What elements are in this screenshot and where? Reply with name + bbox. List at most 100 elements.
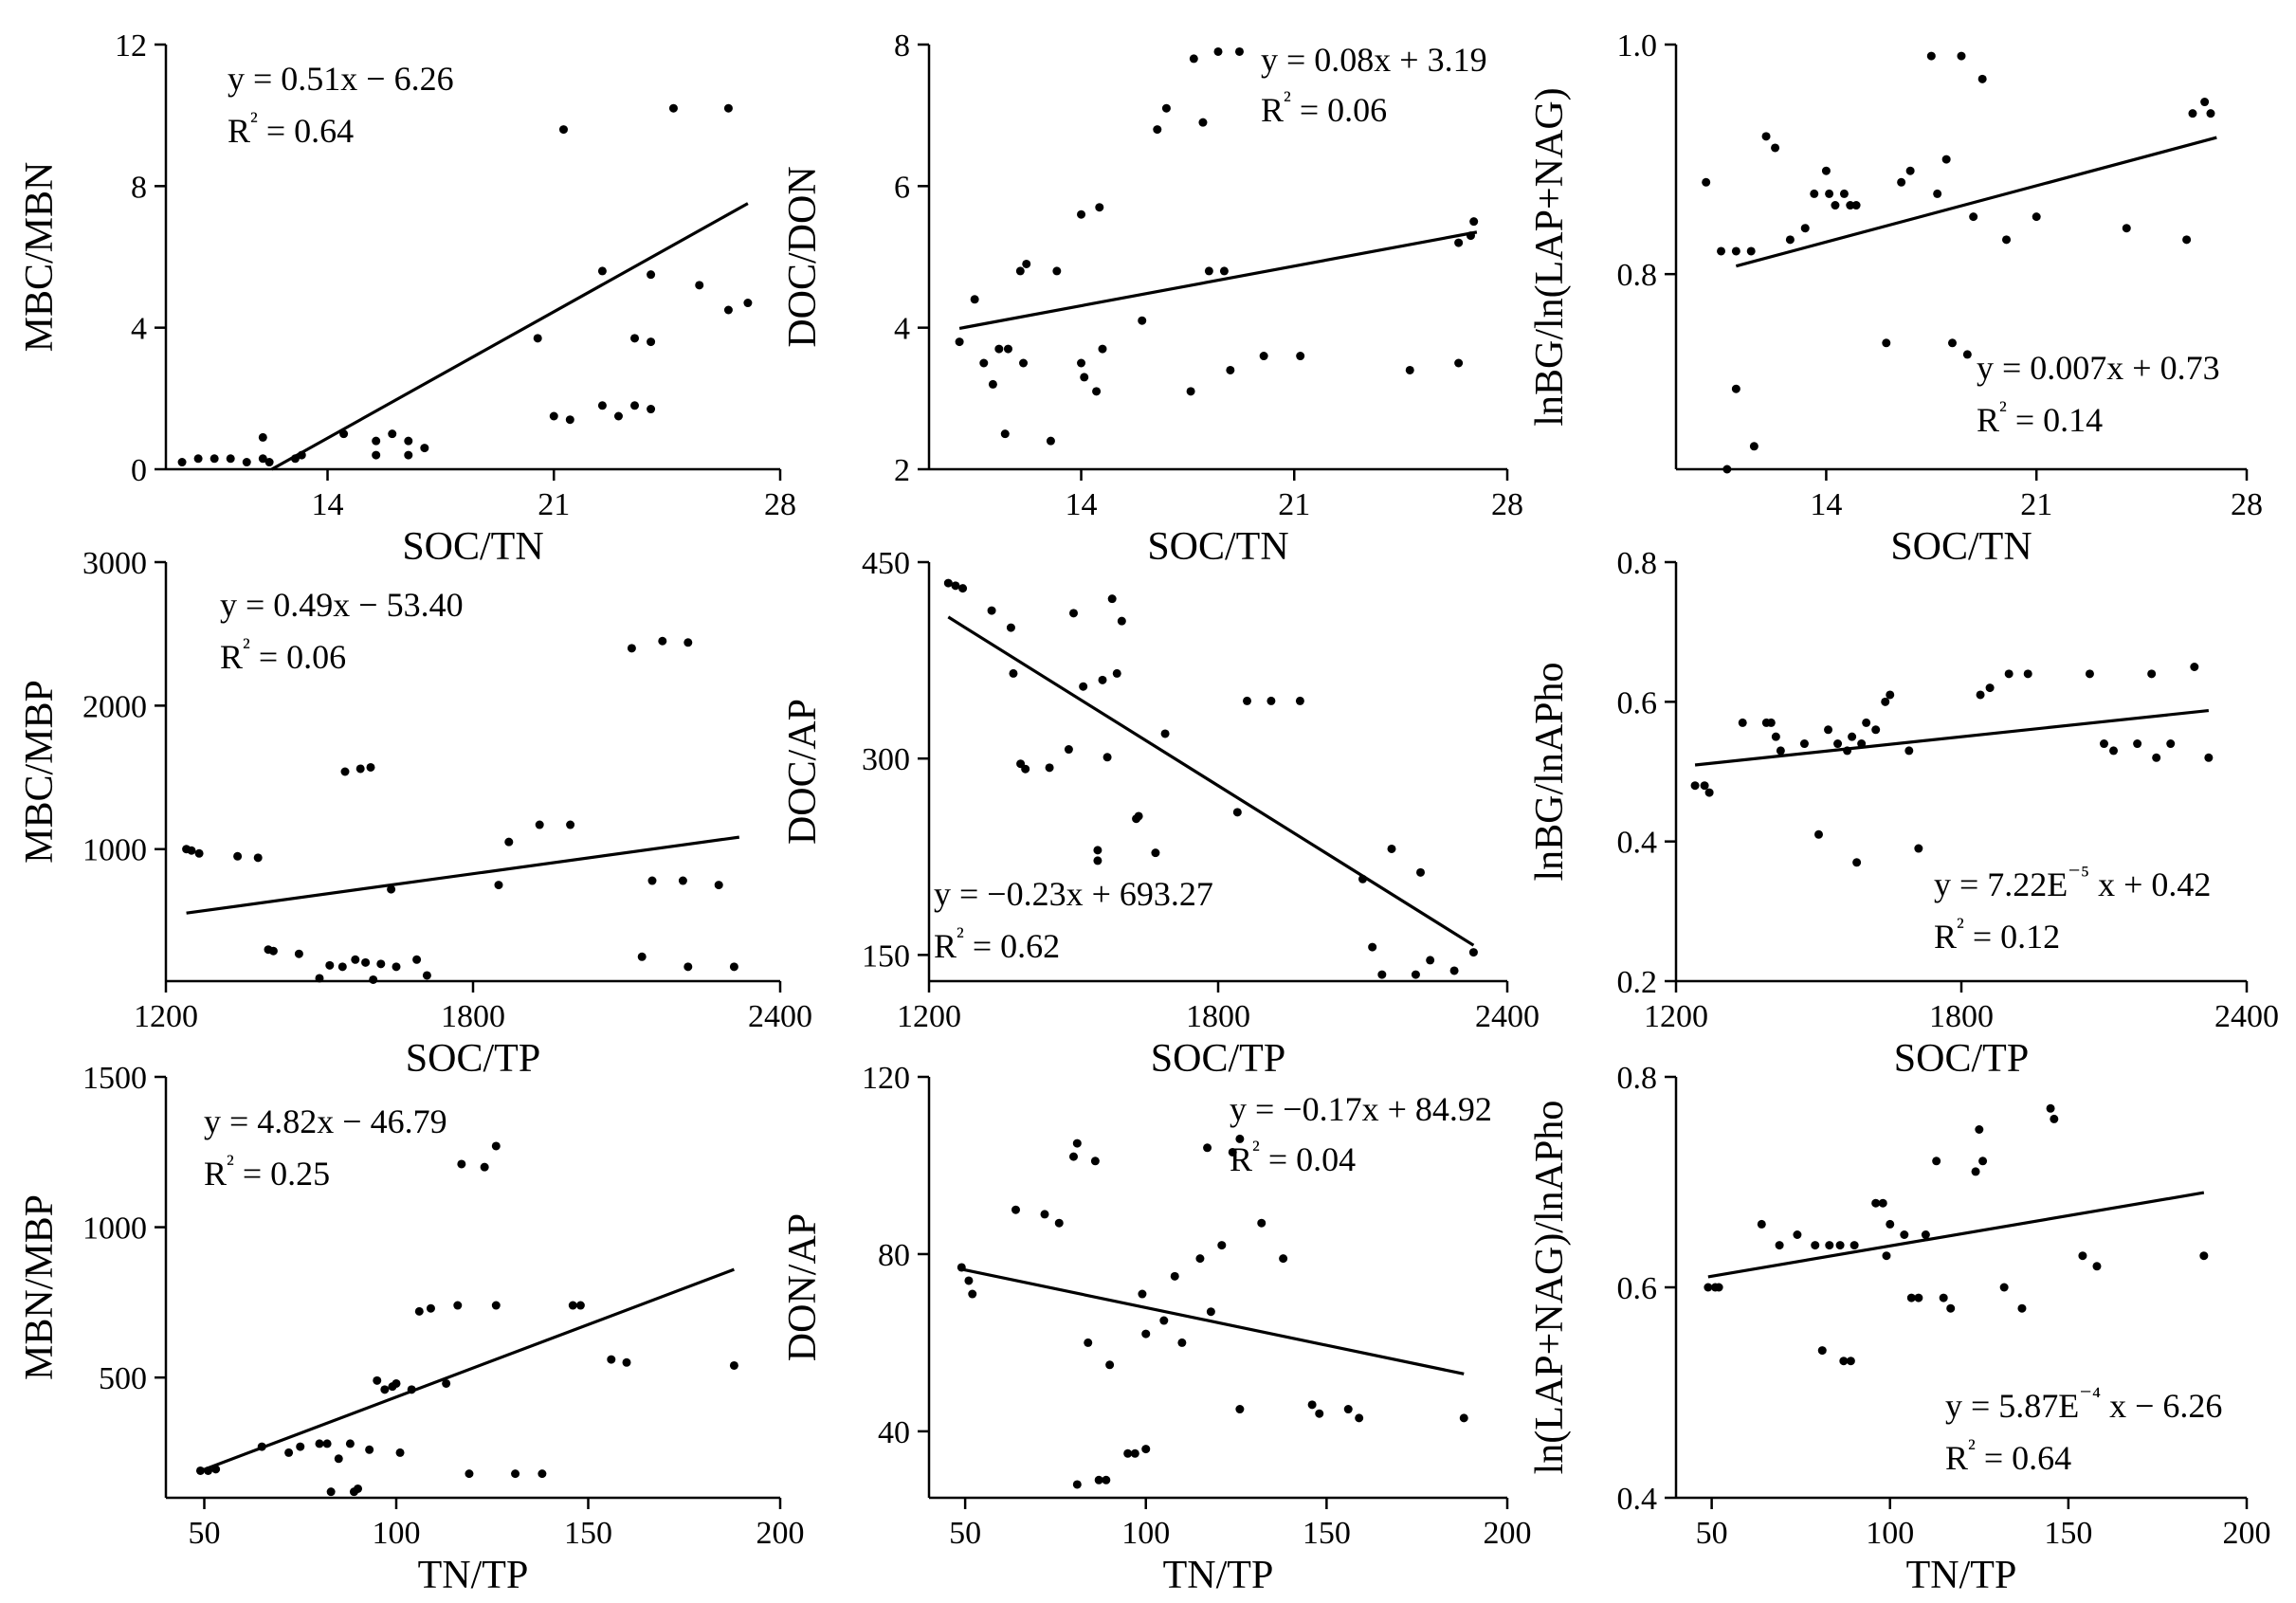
- data-point: [2133, 739, 2142, 749]
- data-point: [1235, 1405, 1245, 1414]
- data-point: [1315, 1409, 1324, 1418]
- data-point: [2188, 109, 2197, 118]
- data-point: [233, 851, 243, 861]
- data-point: [1094, 1475, 1103, 1485]
- data-point: [1852, 858, 1862, 867]
- data-point: [1904, 746, 1914, 756]
- x-tick-label: 50: [1696, 1516, 1728, 1551]
- panel-h: 50 100 150 200 40 80 120 TN/TP DON/AP y = −0.17x …: [781, 1061, 1532, 1597]
- y-axis-label: DOC/AP: [781, 699, 825, 845]
- data-point: [2152, 753, 2161, 762]
- data-point: [376, 959, 386, 969]
- data-point: [380, 1385, 390, 1394]
- data-point: [442, 1378, 451, 1388]
- data-point: [1978, 1157, 1988, 1166]
- data-point: [407, 1385, 416, 1394]
- x-tick-label: 1200: [897, 999, 961, 1034]
- regression-line: [1735, 136, 2217, 268]
- data-point: [683, 962, 693, 972]
- data-point: [2109, 746, 2119, 756]
- data-point: [658, 636, 667, 646]
- data-point: [1177, 1338, 1187, 1347]
- data-point: [511, 1469, 520, 1479]
- data-point: [1831, 201, 1840, 210]
- y-tick-label: 0.2: [1617, 965, 1658, 1000]
- x-tick-label: 50: [189, 1516, 221, 1551]
- data-point: [1134, 811, 1143, 821]
- data-point: [1069, 1152, 1078, 1161]
- y-tick-label: 1000: [82, 833, 147, 868]
- y-tick-label: 0.8: [1617, 546, 1658, 581]
- data-point: [404, 436, 413, 446]
- data-point: [2032, 212, 2041, 222]
- data-point: [1123, 1448, 1133, 1458]
- y-tick-label: 0.6: [1617, 1271, 1658, 1306]
- data-point: [290, 454, 300, 464]
- data-point: [1704, 1283, 1713, 1292]
- data-point: [630, 401, 640, 410]
- data-point: [373, 1375, 382, 1385]
- data-point: [504, 837, 514, 847]
- data-point: [258, 454, 267, 464]
- regression-equation: y = −0.17x + 84.92: [1230, 1090, 1492, 1128]
- data-point: [1449, 966, 1459, 975]
- data-point: [2004, 669, 2014, 679]
- data-point: [2092, 1262, 2102, 1271]
- data-point: [1731, 246, 1740, 256]
- data-point: [2078, 1251, 2087, 1261]
- regression-equation: y = 7.22E⁻⁵ x + 0.42: [1934, 861, 2211, 903]
- data-point: [597, 401, 607, 410]
- data-point: [968, 1289, 977, 1299]
- data-point: [1941, 155, 1951, 164]
- data-point: [668, 103, 678, 113]
- data-point: [1206, 1307, 1215, 1317]
- data-point: [1141, 1329, 1151, 1339]
- data-point: [1843, 746, 1852, 756]
- data-point: [1731, 384, 1740, 393]
- data-point: [1130, 1448, 1139, 1458]
- data-point: [2190, 663, 2199, 671]
- x-tick-label: 2400: [748, 999, 812, 1034]
- data-point: [494, 881, 503, 890]
- data-point: [1141, 1445, 1151, 1454]
- data-point: [1203, 1143, 1212, 1153]
- panel-e: 1200 1800 2400 150 300 450 SOC/TP DOC/AP y = −0.…: [781, 546, 1540, 1081]
- data-point: [340, 767, 350, 776]
- data-point: [1793, 1230, 1802, 1239]
- y-axis-label: MBC/MBN: [18, 162, 62, 353]
- data-point: [372, 450, 381, 460]
- data-point: [1821, 166, 1831, 175]
- data-point: [1814, 829, 1823, 839]
- data-point: [1117, 616, 1126, 626]
- data-point: [420, 444, 429, 453]
- x-axis-label: SOC/TP: [1151, 1037, 1285, 1081]
- data-point: [1800, 224, 1810, 233]
- data-point: [257, 1442, 266, 1451]
- data-point: [264, 458, 274, 467]
- data-point: [1105, 1360, 1115, 1370]
- data-point: [1080, 373, 1089, 382]
- data-point: [326, 1487, 336, 1497]
- data-point: [1387, 844, 1396, 853]
- data-point: [334, 1454, 343, 1464]
- data-point: [395, 1448, 405, 1457]
- data-point: [1358, 874, 1367, 883]
- regression-equation: y = 0.51x − 6.26: [228, 60, 454, 98]
- data-point: [1850, 1241, 1859, 1250]
- regression-equation: y = 0.08x + 3.19: [1261, 41, 1487, 79]
- data-point: [1985, 683, 1995, 693]
- data-point: [365, 1445, 374, 1454]
- regression-line: [203, 1267, 735, 1471]
- data-point: [1217, 1241, 1227, 1250]
- data-point: [337, 962, 347, 972]
- data-point: [1914, 844, 1923, 853]
- data-point: [1851, 201, 1861, 210]
- panel-g: 50 100 150 200 500 1000 1500 TN/TP MBN/MBP y = 4.…: [18, 1061, 805, 1597]
- data-point: [284, 1448, 294, 1457]
- data-point: [943, 578, 953, 588]
- panel-a: 14 21 28 0 4 8 12 SOC/TN MBC/MBN y = 0.51x − 6.26…: [18, 28, 796, 569]
- y-tick-label: 1000: [82, 1211, 147, 1247]
- data-point: [1153, 125, 1162, 135]
- data-point: [1761, 132, 1771, 141]
- data-point: [1138, 1289, 1147, 1299]
